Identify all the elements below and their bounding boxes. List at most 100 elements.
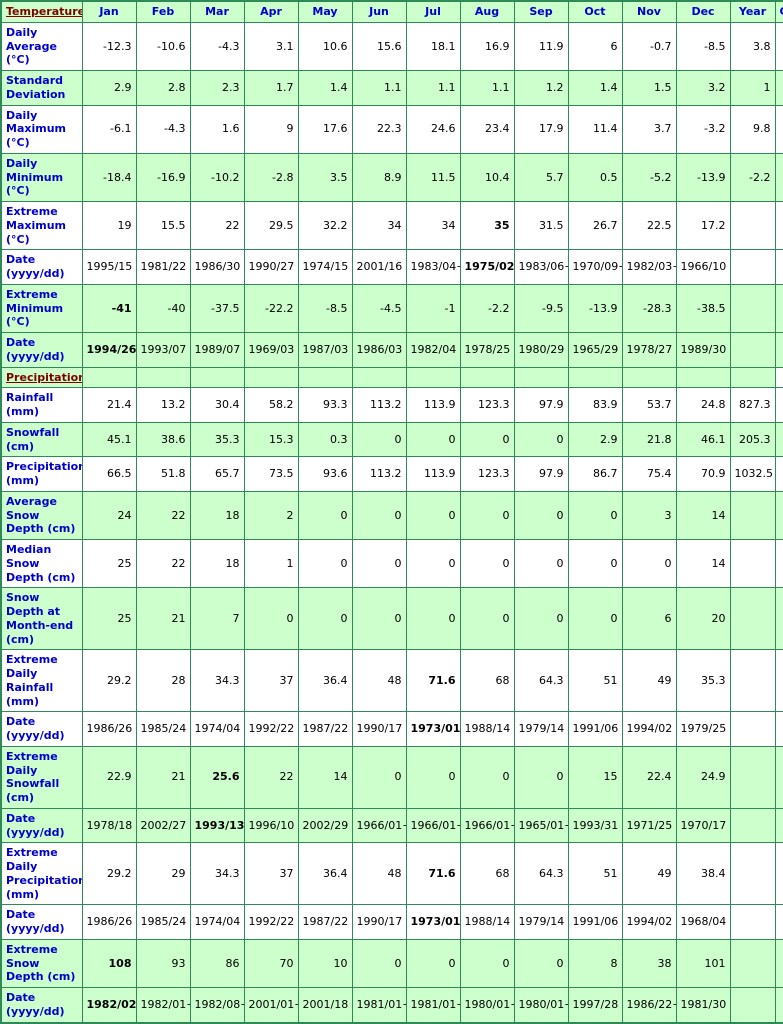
- cell-extreme-snow-depth-cm-code: [774, 938, 783, 989]
- row-label-date-yyyydd: Date (yyyy/dd): [0, 904, 83, 940]
- cell-rainfall-mm-jul: 113.9: [405, 387, 461, 423]
- cell-extreme-maximum-c-nov: 22.5: [621, 200, 677, 251]
- cell-daily-maximum-c-mar: 1.6: [189, 104, 245, 154]
- cell-date-yyyydd-jul: 1982/04: [405, 332, 461, 368]
- cell-date-yyyydd-jun: 1990/17: [351, 904, 407, 940]
- cell-daily-average-c-mar: -4.3: [189, 21, 245, 72]
- cell-extreme-maximum-c-jan: 19: [81, 200, 137, 251]
- cell-date-yyyydd-may: 2002/29: [297, 807, 353, 844]
- cell-daily-maximum-c-nov: 3.7: [621, 104, 677, 154]
- cell-snowfall-cm-jun: 0: [351, 421, 407, 458]
- cell-extreme-daily-snowfall-cm-code: [774, 745, 783, 809]
- cell-daily-maximum-c-year: 9.8: [729, 104, 776, 154]
- cell-median-snow-depth-cm-jul: 0: [405, 538, 461, 589]
- header-section-label: Temperature:: [0, 0, 83, 23]
- table-row: Daily Minimum (°C) -18.4 -16.9 -10.2 -2.8 3.5…: [0, 152, 783, 203]
- table-row: Precipitation (mm) 66.5 51.8 65.7 73.5 93.6 11…: [0, 456, 783, 492]
- cell-date-yyyydd-sep: 1980/01+: [513, 987, 569, 1023]
- cell-date-yyyydd-jan: 1994/26+: [81, 332, 137, 368]
- cell-extreme-daily-rainfall-mm-code: [774, 649, 783, 713]
- cell-date-yyyydd-aug: 1980/01+: [459, 987, 515, 1023]
- cell-date-yyyydd-year: [729, 807, 776, 844]
- cell-date-yyyydd-apr: 1990/27: [243, 249, 299, 285]
- table-row: Extreme Minimum (°C) -41 -40 -37.5 -22.2 -8.5…: [0, 283, 783, 334]
- cell-extreme-daily-precipitation-mm-may: 36.4: [297, 842, 353, 906]
- header-month-aug: Aug: [459, 0, 515, 23]
- cell-average-snow-depth-cm-dec: 14: [675, 490, 731, 541]
- cell-median-snow-depth-cm-year: [729, 538, 776, 589]
- cell-date-yyyydd-may: 1987/03: [297, 332, 353, 368]
- cell-snowfall-cm-year: 205.3: [729, 421, 776, 458]
- cell-rainfall-mm-aug: 123.3: [459, 387, 515, 423]
- cell-daily-minimum-c-year: -2.2: [729, 152, 776, 203]
- cell-extreme-daily-rainfall-mm-jul: 71.6: [405, 649, 461, 713]
- table-row: Extreme Maximum (°C) 19 15.5 22 29.5 32.2 34 34…: [0, 200, 783, 251]
- cell-extreme-daily-snowfall-cm-sep: 0: [513, 745, 569, 809]
- header-month-jan: Jan: [81, 0, 137, 23]
- cell-date-yyyydd-sep: 1979/14: [513, 711, 569, 747]
- cell-extreme-daily-rainfall-mm-sep: 64.3: [513, 649, 569, 713]
- cell-precipitation-mm-jul: 113.9: [405, 456, 461, 492]
- cell-daily-minimum-c-jul: 11.5: [405, 152, 461, 203]
- cell-date-yyyydd-mar: 1974/04: [189, 711, 245, 747]
- table-row: Extreme Daily Precipitation (mm) 29.2 29 34…: [0, 842, 783, 906]
- section-spacer-cell: [81, 366, 137, 389]
- cell-median-snow-depth-cm-apr: 1: [243, 538, 299, 589]
- cell-extreme-daily-snowfall-cm-apr: 22: [243, 745, 299, 809]
- cell-daily-maximum-c-apr: 9: [243, 104, 299, 154]
- row-label-daily-minimum-c: Daily Minimum (°C): [0, 152, 83, 203]
- cell-daily-maximum-c-jul: 24.6: [405, 104, 461, 154]
- cell-date-yyyydd-code: [774, 711, 783, 747]
- cell-date-yyyydd-jul: 1973/01: [405, 711, 461, 747]
- cell-daily-average-c-code: A: [774, 21, 783, 72]
- cell-extreme-daily-rainfall-mm-year: [729, 649, 776, 713]
- cell-precipitation-mm-apr: 73.5: [243, 456, 299, 492]
- cell-daily-maximum-c-aug: 23.4: [459, 104, 515, 154]
- cell-daily-minimum-c-apr: -2.8: [243, 152, 299, 203]
- cell-standard-deviation-jul: 1.1: [405, 70, 461, 106]
- cell-rainfall-mm-mar: 30.4: [189, 387, 245, 423]
- table-row: Rainfall (mm) 21.4 13.2 30.4 58.2 93.3 113.2 11…: [0, 387, 783, 423]
- cell-date-yyyydd-may: 1987/22: [297, 904, 353, 940]
- cell-daily-average-c-oct: 6: [567, 21, 623, 72]
- cell-date-yyyydd-feb: 1993/07: [135, 332, 191, 368]
- table-row: Date (yyyy/dd) 1986/26 1985/24 1974/04 1992/…: [0, 711, 783, 747]
- cell-date-yyyydd-year: [729, 711, 776, 747]
- cell-standard-deviation-oct: 1.4: [567, 70, 623, 106]
- cell-date-yyyydd-aug: 1988/14: [459, 904, 515, 940]
- cell-extreme-snow-depth-cm-year: [729, 938, 776, 989]
- cell-precipitation-mm-jan: 66.5: [81, 456, 137, 492]
- cell-median-snow-depth-cm-nov: 0: [621, 538, 677, 589]
- cell-extreme-snow-depth-cm-aug: 0: [459, 938, 515, 989]
- cell-extreme-daily-precipitation-mm-nov: 49: [621, 842, 677, 906]
- cell-date-yyyydd-nov: 1986/22+: [621, 987, 677, 1023]
- cell-date-yyyydd-jul: 1966/01+: [405, 807, 461, 844]
- cell-extreme-maximum-c-dec: 17.2: [675, 200, 731, 251]
- header-month-sep: Sep: [513, 0, 569, 23]
- cell-average-snow-depth-cm-may: 0: [297, 490, 353, 541]
- cell-extreme-daily-rainfall-mm-jan: 29.2: [81, 649, 137, 713]
- cell-standard-deviation-may: 1.4: [297, 70, 353, 106]
- cell-standard-deviation-code: A: [774, 70, 783, 106]
- cell-extreme-minimum-c-feb: -40: [135, 283, 191, 334]
- cell-date-yyyydd-oct: 1970/09+: [567, 249, 623, 285]
- cell-median-snow-depth-cm-mar: 18: [189, 538, 245, 589]
- cell-date-yyyydd-year: [729, 987, 776, 1023]
- cell-extreme-daily-rainfall-mm-aug: 68: [459, 649, 515, 713]
- cell-precipitation-mm-dec: 70.9: [675, 456, 731, 492]
- row-label-rainfall-mm: Rainfall (mm): [0, 387, 83, 423]
- cell-extreme-daily-snowfall-cm-jan: 22.9: [81, 745, 137, 809]
- cell-extreme-minimum-c-mar: -37.5: [189, 283, 245, 334]
- cell-median-snow-depth-cm-oct: 0: [567, 538, 623, 589]
- cell-date-yyyydd-year: [729, 332, 776, 368]
- cell-precipitation-mm-may: 93.6: [297, 456, 353, 492]
- row-label-date-yyyydd: Date (yyyy/dd): [0, 987, 83, 1023]
- cell-rainfall-mm-jan: 21.4: [81, 387, 137, 423]
- cell-average-snow-depth-cm-apr: 2: [243, 490, 299, 541]
- cell-extreme-daily-snowfall-cm-mar: 25.6: [189, 745, 245, 809]
- cell-snowfall-cm-may: 0.3: [297, 421, 353, 458]
- cell-precipitation-mm-jun: 113.2: [351, 456, 407, 492]
- cell-daily-minimum-c-feb: -16.9: [135, 152, 191, 203]
- section-spacer-cell: [189, 366, 245, 389]
- row-label-extreme-daily-rainfall-mm: Extreme Daily Rainfall (mm): [0, 649, 83, 713]
